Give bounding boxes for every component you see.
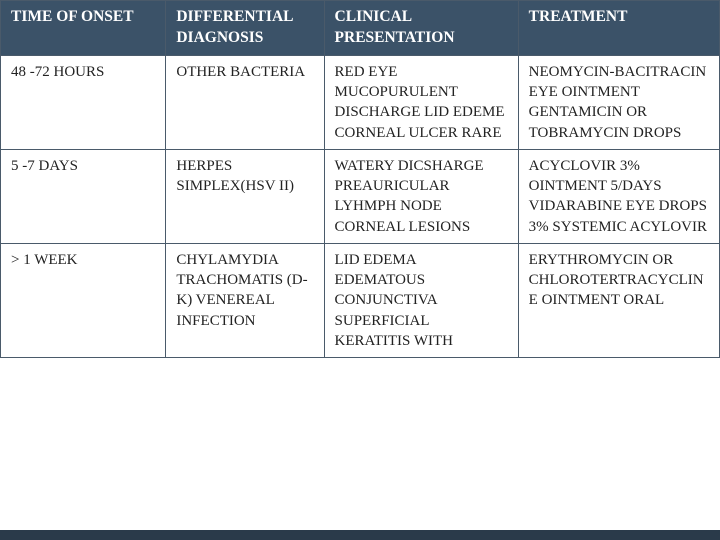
cell-onset: > 1 WEEK: [1, 243, 166, 357]
cell-diagnosis: OTHER BACTERIA: [166, 55, 324, 149]
cell-onset: 5 -7 DAYS: [1, 149, 166, 243]
col-header-presentation: CLINICAL PRESENTATION: [324, 1, 518, 56]
clinical-table-container: TIME OF ONSET DIFFERENTIAL DIAGNOSIS CLI…: [0, 0, 720, 540]
col-header-onset: TIME OF ONSET: [1, 1, 166, 56]
clinical-table: TIME OF ONSET DIFFERENTIAL DIAGNOSIS CLI…: [0, 0, 720, 358]
cell-presentation: RED EYE MUCOPURULENT DISCHARGE LID EDEME…: [324, 55, 518, 149]
cell-treatment: NEOMYCIN-BACITRACIN EYE OINTMENT GENTAMI…: [518, 55, 719, 149]
cell-presentation: WATERY DICSHARGE PREAURICULAR LYHMPH NOD…: [324, 149, 518, 243]
table-row: 5 -7 DAYS HERPES SIMPLEX(HSV II) WATERY …: [1, 149, 720, 243]
cell-treatment: ERYTHROMYCIN OR CHLOROTERTRACYCLINE OINT…: [518, 243, 719, 357]
cell-treatment: ACYCLOVIR 3% OINTMENT 5/DAYS VIDARABINE …: [518, 149, 719, 243]
col-header-diagnosis: DIFFERENTIAL DIAGNOSIS: [166, 1, 324, 56]
footer-bar: [0, 530, 720, 540]
table-row: > 1 WEEK CHYLAMYDIA TRACHOMATIS (D-K) VE…: [1, 243, 720, 357]
col-header-treatment: TREATMENT: [518, 1, 719, 56]
table-header-row: TIME OF ONSET DIFFERENTIAL DIAGNOSIS CLI…: [1, 1, 720, 56]
table-row: 48 -72 HOURS OTHER BACTERIA RED EYE MUCO…: [1, 55, 720, 149]
cell-presentation: LID EDEMA EDEMATOUS CONJUNCTIVA SUPERFIC…: [324, 243, 518, 357]
cell-diagnosis: CHYLAMYDIA TRACHOMATIS (D-K) VENEREAL IN…: [166, 243, 324, 357]
cell-diagnosis: HERPES SIMPLEX(HSV II): [166, 149, 324, 243]
cell-onset: 48 -72 HOURS: [1, 55, 166, 149]
